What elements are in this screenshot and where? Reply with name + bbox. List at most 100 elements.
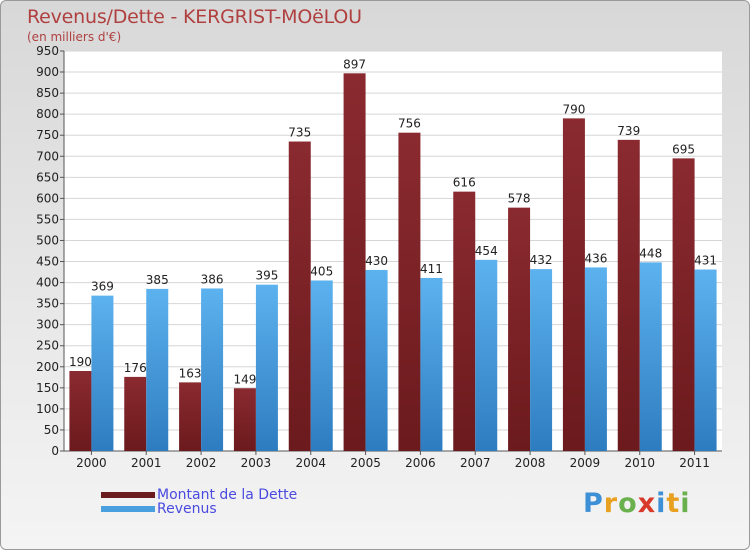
x-tick-label: 2011 bbox=[679, 456, 710, 470]
x-tick-label: 2007 bbox=[460, 456, 491, 470]
bar-revenue-2005 bbox=[365, 269, 388, 451]
data-label-debt-2003: 149 bbox=[233, 372, 256, 386]
x-tick-label: 2001 bbox=[131, 456, 162, 470]
bar-debt-2009 bbox=[562, 118, 585, 452]
bar-revenue-2001 bbox=[146, 288, 169, 451]
data-label-debt-2008: 578 bbox=[508, 192, 531, 206]
axes: 0 50 100 150 200 250 300 350 400 450 500 550 600 650 7… bbox=[36, 44, 722, 470]
bar-revenue-2010 bbox=[639, 262, 662, 451]
y-tick-label: 700 bbox=[36, 149, 59, 163]
x-tick-label: 2006 bbox=[405, 456, 436, 470]
bar-debt-2003 bbox=[233, 388, 256, 451]
chart-subtitle: (en milliers d'€) bbox=[27, 30, 122, 44]
bars bbox=[69, 73, 717, 452]
x-tick-label: 2004 bbox=[295, 456, 326, 470]
proxiti-logo: Proxiti bbox=[583, 488, 691, 519]
data-label-debt-2010: 739 bbox=[617, 124, 640, 138]
bar-debt-2006 bbox=[398, 132, 421, 451]
logo-letter: P bbox=[583, 488, 604, 519]
logo-letter: r bbox=[603, 488, 619, 519]
data-label-revenue-2011: 431 bbox=[694, 254, 717, 268]
bar-revenue-2006 bbox=[420, 277, 443, 451]
y-tick-label: 50 bbox=[44, 423, 59, 437]
bar-debt-2005 bbox=[343, 73, 366, 451]
data-label-revenue-2010: 448 bbox=[639, 246, 662, 260]
data-label-debt-2007: 616 bbox=[453, 176, 476, 190]
x-tick-label: 2003 bbox=[241, 456, 272, 470]
y-tick-label: 200 bbox=[36, 360, 59, 374]
data-label-revenue-2000: 369 bbox=[91, 280, 114, 294]
x-tick-label: 2005 bbox=[350, 456, 381, 470]
y-tick-label: 350 bbox=[36, 297, 59, 311]
y-tick-label: 150 bbox=[36, 381, 59, 395]
y-tick-label: 900 bbox=[36, 65, 59, 79]
bar-debt-2008 bbox=[508, 207, 531, 451]
data-label-revenue-2007: 454 bbox=[475, 244, 498, 258]
data-labels: 190 369 176 385 163 386 149 395 735 405 897 430 756 4… bbox=[69, 57, 717, 386]
y-tick-label: 850 bbox=[36, 86, 59, 100]
legend-swatch-revenue bbox=[101, 506, 155, 512]
y-tick-label: 500 bbox=[36, 233, 59, 247]
y-tick-label: 550 bbox=[36, 212, 59, 226]
data-label-revenue-2006: 411 bbox=[420, 262, 443, 276]
data-label-debt-2006: 756 bbox=[398, 117, 421, 131]
bar-debt-2010 bbox=[617, 139, 640, 451]
bar-revenue-2009 bbox=[584, 267, 607, 451]
chart-title: Revenus/Dette - KERGRIST-MOëLOU bbox=[27, 6, 362, 28]
y-tick-label: 100 bbox=[36, 402, 59, 416]
bar-debt-2004 bbox=[288, 141, 311, 452]
legend-label-revenue: Revenus bbox=[157, 501, 217, 517]
logo-letter: i bbox=[680, 488, 691, 519]
data-label-revenue-2004: 405 bbox=[310, 264, 333, 278]
bar-debt-2002 bbox=[179, 382, 202, 451]
y-tick-label: 450 bbox=[36, 255, 59, 269]
y-tick-label: 600 bbox=[36, 191, 59, 205]
bar-revenue-2011 bbox=[694, 269, 717, 451]
grid-lines bbox=[64, 50, 722, 452]
x-tick-label: 2002 bbox=[186, 456, 217, 470]
x-tick-label: 2000 bbox=[76, 456, 107, 470]
data-label-debt-2002: 163 bbox=[179, 366, 202, 380]
y-tick-label: 950 bbox=[36, 44, 59, 58]
data-label-revenue-2003: 395 bbox=[255, 269, 278, 283]
data-label-debt-2000: 190 bbox=[69, 355, 92, 369]
bar-revenue-2004 bbox=[310, 280, 333, 451]
data-label-debt-2004: 735 bbox=[288, 126, 311, 140]
data-label-revenue-2002: 386 bbox=[201, 272, 224, 286]
y-tick-label: 0 bbox=[51, 444, 59, 458]
bar-debt-2007 bbox=[453, 191, 476, 451]
y-tick-label: 750 bbox=[36, 128, 59, 142]
legend-swatch-debt bbox=[101, 492, 155, 498]
x-tick-label: 2010 bbox=[624, 456, 655, 470]
data-label-debt-2009: 790 bbox=[562, 102, 585, 116]
logo-letter: i bbox=[656, 488, 667, 519]
x-tick-label: 2008 bbox=[515, 456, 546, 470]
logo-letter: o bbox=[618, 488, 638, 519]
x-tick-label: 2009 bbox=[570, 456, 601, 470]
data-label-debt-2011: 695 bbox=[672, 142, 695, 156]
y-tick-label: 400 bbox=[36, 276, 59, 290]
y-tick-label: 250 bbox=[36, 339, 59, 353]
data-label-debt-2005: 897 bbox=[343, 57, 366, 71]
y-tick-label: 800 bbox=[36, 107, 59, 121]
logo-letter: t bbox=[666, 488, 681, 519]
data-label-revenue-2001: 385 bbox=[146, 273, 169, 287]
bar-revenue-2003 bbox=[255, 284, 278, 451]
data-label-revenue-2005: 430 bbox=[365, 254, 388, 268]
y-tick-label: 300 bbox=[36, 318, 59, 332]
bar-debt-2011 bbox=[672, 158, 695, 452]
data-label-revenue-2008: 432 bbox=[530, 253, 553, 267]
bar-revenue-2007 bbox=[475, 259, 498, 451]
bar-debt-2000 bbox=[69, 371, 92, 451]
legend-label-debt: Montant de la Dette bbox=[157, 487, 298, 503]
y-tick-label: 650 bbox=[36, 170, 59, 184]
logo-letter: x bbox=[637, 488, 657, 519]
data-label-debt-2001: 176 bbox=[124, 361, 147, 375]
plot-area bbox=[64, 51, 722, 451]
bar-revenue-2002 bbox=[201, 288, 224, 451]
bar-debt-2001 bbox=[124, 376, 147, 451]
bar-revenue-2008 bbox=[530, 269, 553, 451]
data-label-revenue-2009: 436 bbox=[584, 251, 607, 265]
